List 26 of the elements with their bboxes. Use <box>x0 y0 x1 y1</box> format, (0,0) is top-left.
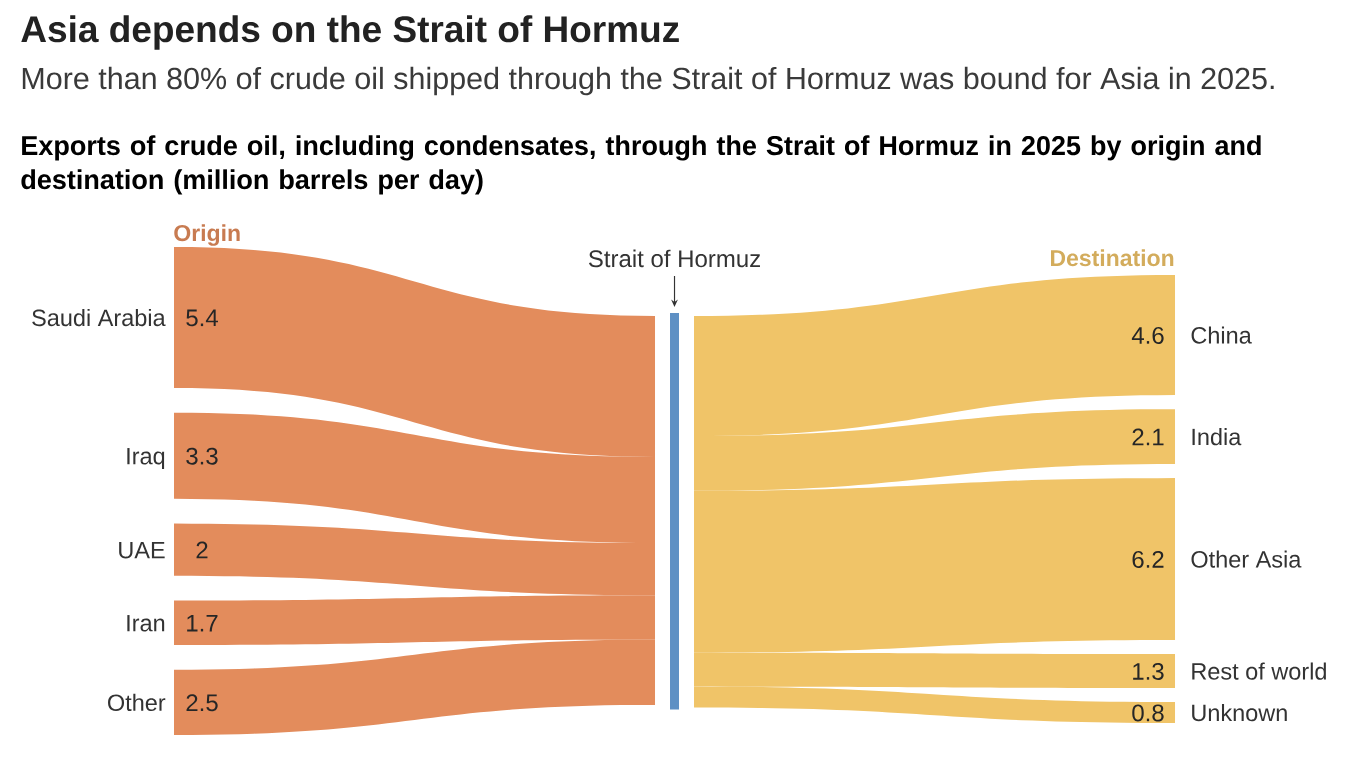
data-label: 1.3 <box>1133 662 1164 680</box>
category-label: China <box>1191 326 1252 344</box>
category-label: Other Asia <box>1191 550 1302 568</box>
text: Asia depends on the Strait of Hormuz <box>21 15 679 50</box>
data-label: 6.2 <box>1132 550 1164 568</box>
text: Exports of crude oil, including condensates, through the Strait of Hormuz in 2025 by origin and destination (million barrels per day) <box>21 135 1261 195</box>
category-label: Iran <box>127 615 165 632</box>
category-label: UAE <box>119 542 165 559</box>
data-label: 2 <box>196 541 208 559</box>
data-label: 3.3 <box>186 447 218 465</box>
series-label: Destination <box>1050 249 1174 267</box>
category-label: Other <box>108 693 166 712</box>
category-label: Iraq <box>127 448 165 470</box>
data-label: 4.6 <box>1131 326 1164 344</box>
series-label: Origin <box>174 224 240 246</box>
data-label: 2.1 <box>1132 428 1164 446</box>
category-label: Unknown <box>1192 704 1287 722</box>
category-label: India <box>1192 428 1242 446</box>
data-label: 5.4 <box>186 309 218 327</box>
category-label: Saudi Arabia <box>32 308 166 327</box>
category-label: Rest of world <box>1192 662 1326 680</box>
text: More than 80% of crude oil shipped through the Strait of Hormuz was bound for Asia in 2025. <box>22 66 1274 96</box>
data-label: 1.7 <box>187 614 218 632</box>
data-label: 2.5 <box>186 694 218 712</box>
text: Strait of Hormuz <box>588 249 760 268</box>
data-label: 0.8 <box>1132 704 1164 722</box>
